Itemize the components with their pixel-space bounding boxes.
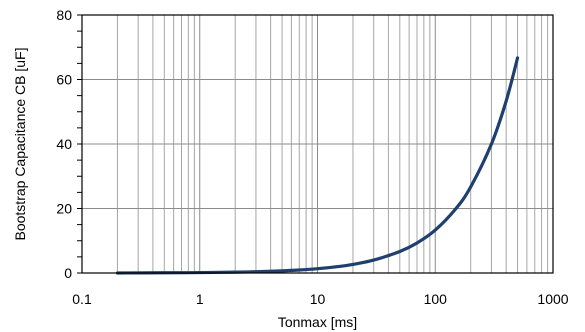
x-tick-label: 1: [196, 291, 204, 307]
series-line: [115, 56, 520, 275]
plot-frame: [81, 14, 554, 274]
x-axis-label: Tonmax [ms]: [278, 314, 357, 330]
x-tick-label: 10: [310, 291, 326, 307]
y-tick-labels: 0 20 40 60 80: [56, 7, 72, 281]
y-tick-label: 40: [56, 136, 72, 152]
y-axis-label: Bootstrap Capacitance CB [uF]: [12, 48, 28, 241]
x-tick-label: 1000: [537, 291, 568, 307]
y-tick-label: 0: [64, 265, 72, 281]
y-minor-ticks: [77, 14, 82, 274]
y-tick-label: 80: [56, 7, 72, 23]
x-tick-label: 100: [424, 291, 448, 307]
y-tick-label: 60: [56, 72, 72, 88]
y-tick-label: 20: [56, 201, 72, 217]
x-tick-labels: 0.1 1 10 100 1000: [72, 291, 569, 307]
x-tick-label: 0.1: [72, 291, 92, 307]
series-layer: [115, 56, 520, 275]
